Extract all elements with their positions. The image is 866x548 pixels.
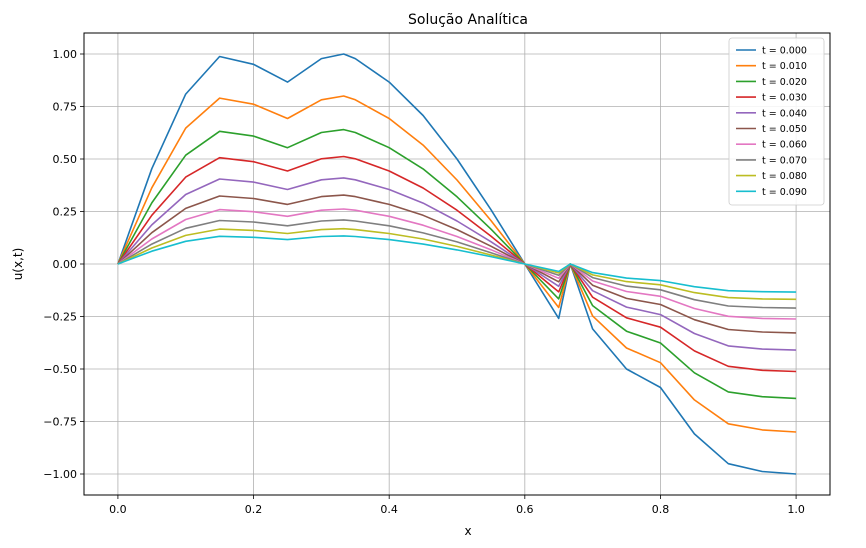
- legend-label: t = 0.000: [762, 46, 807, 57]
- series-line: [117, 235, 797, 293]
- y-tick-label: −0.75: [43, 416, 77, 429]
- legend-label: t = 0.060: [762, 140, 807, 151]
- y-tick-label: 0.50: [53, 153, 78, 166]
- x-tick-label: 0.4: [380, 503, 398, 516]
- y-tick-label: 1.00: [53, 48, 78, 61]
- series-line: [117, 194, 797, 334]
- axis-ticks: 0.0 0.2 0.4 0.6 0.8 1.0 1.00 0.75 0.50 0.25 0.00 −0…: [43, 48, 805, 516]
- series-line: [117, 208, 797, 320]
- series-lines: [117, 53, 797, 475]
- series-line: [117, 95, 797, 433]
- legend: t = 0.000 t = 0.010 t = 0.020 t = 0.030 t = …: [728, 37, 825, 206]
- legend-label: t = 0.080: [762, 171, 807, 182]
- x-axis-label: x: [464, 524, 471, 538]
- y-axis-label: u(x,t): [11, 248, 25, 281]
- series-line: [117, 177, 797, 351]
- x-tick-label: 0.6: [516, 503, 534, 516]
- x-tick-label: 1.0: [787, 503, 805, 516]
- legend-label: t = 0.010: [762, 61, 807, 72]
- y-tick-label: 0.25: [53, 206, 78, 219]
- series-line: [117, 128, 797, 400]
- legend-label: t = 0.030: [762, 93, 807, 104]
- y-tick-label: −0.50: [43, 363, 77, 376]
- grid: [84, 33, 830, 495]
- x-tick-label: 0.2: [245, 503, 263, 516]
- legend-box: [728, 37, 825, 206]
- y-tick-label: −0.25: [43, 311, 77, 324]
- series-line: [117, 219, 797, 309]
- legend-label: t = 0.070: [762, 155, 807, 166]
- series-line: [117, 53, 797, 475]
- series-line: [117, 227, 797, 301]
- y-tick-label: 0.75: [53, 101, 78, 114]
- legend-label: t = 0.040: [762, 108, 807, 119]
- series-line: [117, 155, 797, 373]
- legend-label: t = 0.050: [762, 124, 807, 135]
- legend-label: t = 0.090: [762, 187, 807, 198]
- chart-title: Solução Analítica: [408, 12, 528, 28]
- legend-label: t = 0.020: [762, 77, 807, 88]
- x-tick-label: 0.8: [652, 503, 670, 516]
- y-tick-label: −1.00: [43, 468, 77, 481]
- y-tick-label: 0.00: [53, 258, 78, 271]
- x-tick-label: 0.0: [109, 503, 127, 516]
